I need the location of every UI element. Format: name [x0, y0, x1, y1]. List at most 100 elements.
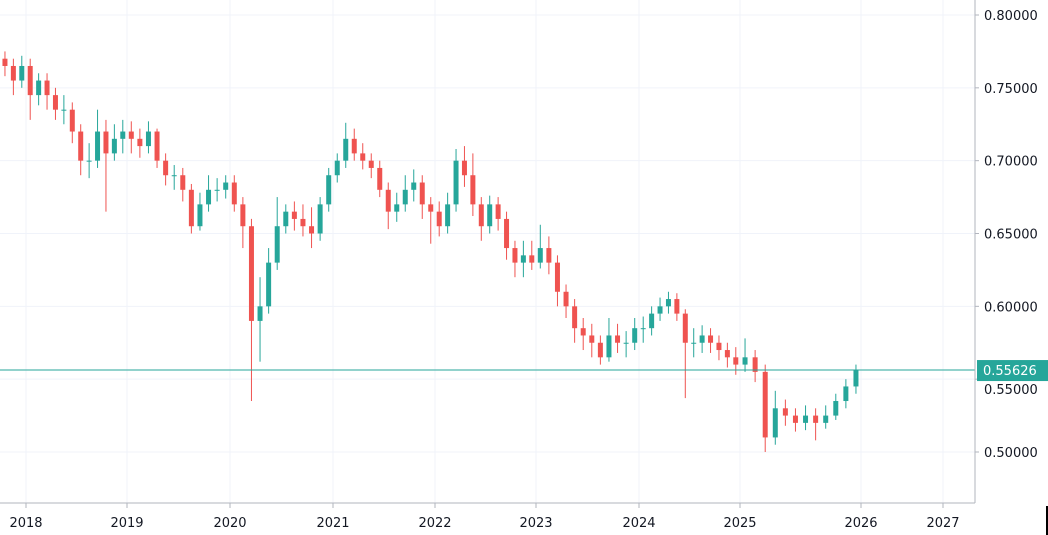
- candle: [309, 207, 315, 249]
- time-tick-label: 2022: [418, 516, 451, 531]
- candle-body: [419, 182, 425, 205]
- candle-body: [385, 189, 391, 212]
- candle-body: [470, 175, 476, 205]
- candle: [240, 197, 246, 249]
- time-tick-label: 2024: [622, 516, 655, 531]
- last-price-tag-bg: [977, 360, 1048, 382]
- candle: [792, 408, 798, 432]
- candle: [360, 143, 366, 170]
- candle: [86, 143, 92, 179]
- candle-body: [529, 255, 535, 263]
- candle-body: [495, 204, 501, 219]
- candle: [512, 240, 518, 278]
- candle: [419, 175, 425, 219]
- candle-body: [197, 204, 203, 227]
- price-tick-label: 0.70000: [984, 155, 1038, 170]
- candle-body: [580, 328, 586, 336]
- candle: [665, 291, 671, 314]
- candle-body: [843, 386, 849, 402]
- candle: [274, 197, 280, 270]
- candle-body: [360, 153, 366, 161]
- candle: [529, 240, 535, 270]
- candle-body: [214, 189, 220, 191]
- candle: [206, 175, 212, 212]
- candle-body: [724, 350, 730, 358]
- candle: [495, 197, 501, 231]
- candle-body: [833, 401, 839, 416]
- candle: [317, 197, 323, 241]
- candle: [708, 328, 714, 353]
- candle: [597, 335, 603, 365]
- candle-body: [86, 160, 92, 162]
- candle-body: [572, 306, 578, 329]
- candle-body: [231, 182, 237, 205]
- candle-body: [52, 95, 58, 110]
- candle: [291, 201, 297, 231]
- candle: [615, 323, 621, 353]
- candle: [803, 405, 809, 431]
- candle-body: [665, 299, 671, 307]
- candle-body: [597, 342, 603, 358]
- time-axis[interactable]: 2018 2019 2020 2021 2022 2023 2024 2025 2026 2027: [0, 502, 975, 531]
- candle-body: [171, 175, 177, 177]
- candle: [504, 211, 510, 260]
- candle-body: [128, 131, 134, 139]
- candle: [95, 109, 101, 168]
- candle-body: [291, 211, 297, 219]
- candle: [428, 197, 434, 244]
- candle-body: [823, 415, 829, 423]
- candle: [470, 153, 476, 217]
- candle-body: [782, 408, 788, 416]
- candle: [742, 338, 748, 372]
- candle-body: [537, 248, 543, 263]
- candle: [351, 128, 357, 161]
- candle: [69, 102, 75, 144]
- candle: [111, 124, 117, 161]
- candle: [223, 175, 229, 199]
- price-axis[interactable]: 0.80000 0.75000 0.70000 0.65000 0.60000 0.550…: [974, 0, 1038, 503]
- candle: [572, 299, 578, 343]
- candle: [231, 175, 237, 212]
- candle-body: [10, 65, 16, 81]
- candle-body: [589, 335, 595, 343]
- candle-body: [44, 80, 50, 96]
- candle-body: [334, 160, 340, 176]
- candle: [257, 277, 263, 362]
- candle-body: [120, 131, 126, 139]
- candle: [343, 122, 349, 168]
- candle-body: [563, 291, 569, 307]
- candle: [163, 153, 169, 186]
- price-tick-label: 0.50000: [984, 446, 1038, 461]
- candle-body: [188, 189, 194, 227]
- candle: [411, 169, 417, 202]
- candle-body: [478, 204, 484, 227]
- candle: [520, 240, 526, 278]
- candle-body: [853, 370, 859, 387]
- candle-body: [2, 58, 8, 66]
- candle-body: [283, 211, 289, 227]
- candle-body: [487, 204, 493, 227]
- candle-body: [103, 131, 109, 154]
- candle-body: [326, 175, 332, 205]
- time-tick-label: 2023: [519, 516, 552, 531]
- candle-body: [69, 109, 75, 132]
- candle-body: [674, 299, 680, 314]
- candle-body: [351, 138, 357, 154]
- candle: [843, 379, 849, 409]
- candle-body: [649, 313, 655, 329]
- candle-body: [27, 65, 33, 96]
- candle: [606, 317, 612, 362]
- candle: [691, 328, 697, 358]
- candle-body: [699, 335, 705, 343]
- candle-body: [520, 255, 526, 263]
- candle: [402, 175, 408, 212]
- candle-body: [813, 415, 819, 423]
- candle-body: [19, 65, 25, 81]
- candle-body: [716, 342, 722, 351]
- candle: [52, 87, 58, 120]
- candle: [772, 390, 778, 445]
- candle-body: [803, 415, 809, 423]
- window-edge: [1046, 506, 1048, 535]
- candle-body: [772, 408, 778, 438]
